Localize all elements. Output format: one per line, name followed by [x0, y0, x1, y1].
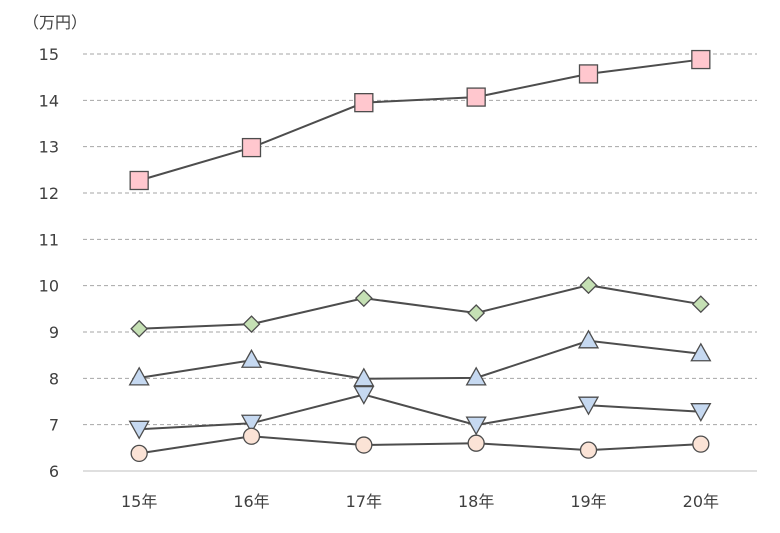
series-triangle-down	[128, 385, 712, 440]
y-tick-label: 13	[39, 138, 59, 157]
y-tick-label: 6	[49, 462, 59, 481]
data-point-circle	[579, 441, 598, 459]
data-point-triangle-down	[690, 403, 712, 423]
series-line	[139, 393, 701, 431]
y-tick-label: 11	[39, 230, 59, 249]
data-point-square	[466, 87, 486, 107]
data-point-triangle-up	[577, 329, 600, 349]
y-tick-label: 9	[49, 323, 59, 342]
data-point-circle	[355, 436, 373, 454]
data-point-circle	[242, 427, 261, 445]
series-line	[139, 435, 701, 455]
data-point-square	[691, 49, 711, 70]
y-tick-labels: 6 7 8 9 10 11 12 13 14 15	[39, 45, 59, 481]
data-point-triangle-down	[465, 416, 487, 436]
x-tick-label: 19年	[570, 492, 606, 511]
data-point-triangle-up	[240, 348, 263, 368]
data-point-triangle-up	[353, 367, 375, 387]
y-tick-label: 7	[49, 416, 59, 435]
data-point-diamond	[354, 289, 373, 308]
data-point-diamond	[691, 295, 710, 314]
data-point-diamond	[242, 315, 261, 334]
data-point-triangle-down	[240, 414, 263, 434]
data-point-square	[241, 137, 262, 158]
x-tick-label: 17年	[346, 492, 382, 511]
y-tick-label: 10	[39, 277, 59, 296]
series-circle	[130, 427, 710, 463]
data-point-circle	[692, 435, 710, 453]
series-square	[129, 49, 711, 191]
data-point-triangle-up	[128, 366, 150, 386]
data-point-triangle-down	[577, 396, 600, 416]
data-point-square	[578, 64, 599, 84]
data-point-square	[354, 93, 374, 113]
x-tick-label: 20年	[683, 492, 719, 511]
series-line	[138, 58, 701, 182]
data-point-diamond	[130, 319, 149, 338]
data-point-diamond	[467, 304, 486, 322]
series-diamond	[130, 276, 710, 338]
y-tick-label: 14	[39, 91, 59, 110]
data-point-circle	[130, 444, 148, 463]
data-point-triangle-up	[465, 366, 487, 386]
series-group	[128, 49, 712, 463]
series-line	[139, 284, 702, 330]
x-tick-label: 18年	[458, 492, 494, 511]
y-tick-label: 12	[39, 184, 59, 203]
data-point-triangle-up	[690, 342, 712, 362]
data-point-diamond	[579, 276, 598, 295]
y-tick-label: 15	[39, 45, 59, 64]
x-tick-label: 16年	[233, 492, 269, 511]
data-point-square	[129, 170, 149, 191]
y-tick-label: 8	[49, 369, 59, 388]
x-tick-label: 15年	[121, 492, 157, 511]
series-line	[139, 339, 701, 380]
series-triangle-up	[128, 329, 712, 387]
x-tick-labels: 15年 16年 17年 18年 19年 20年	[121, 492, 719, 511]
y-axis-unit-label: （万円）	[23, 13, 87, 32]
data-point-triangle-down	[128, 420, 150, 440]
data-point-circle	[467, 434, 485, 452]
data-point-triangle-down	[353, 385, 375, 405]
